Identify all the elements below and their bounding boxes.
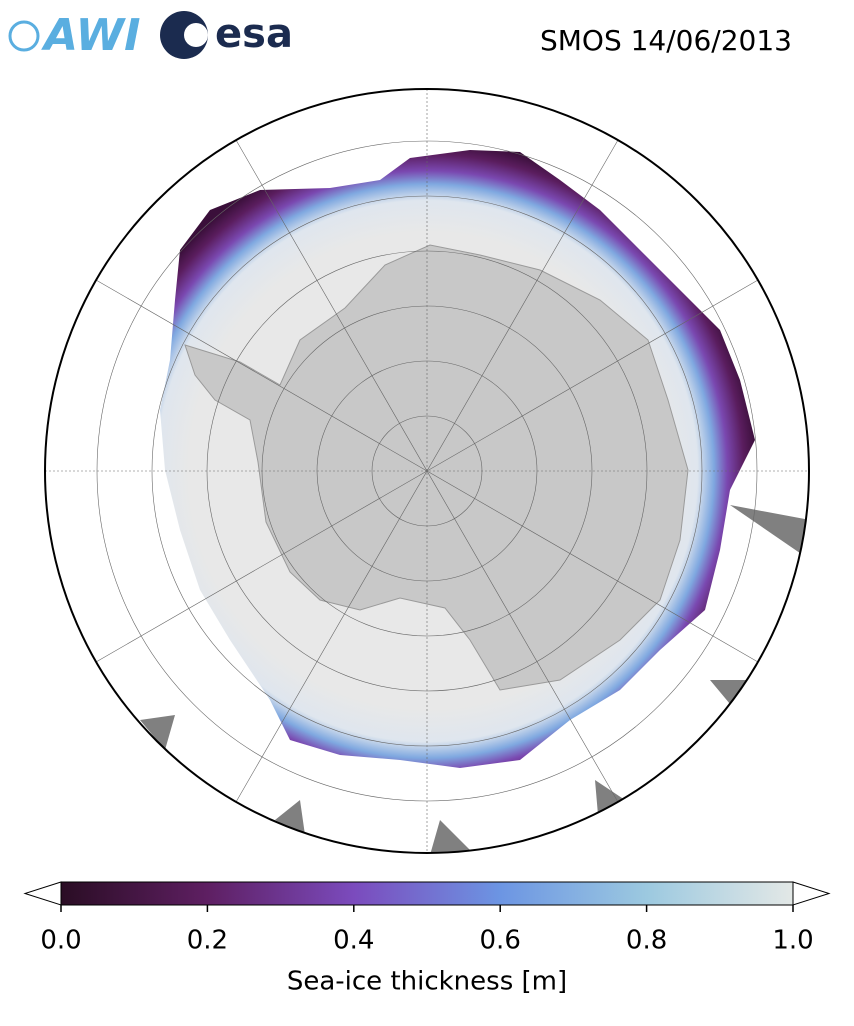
awi-logo: AWI — [8, 10, 141, 61]
esa-logo: esa — [160, 11, 293, 59]
graticule — [45, 89, 809, 853]
colorbar-tick-label: 1.0 — [772, 926, 813, 956]
map — [45, 89, 809, 853]
esa-text: esa — [215, 11, 293, 57]
title: SMOS 14/06/2013 — [540, 24, 792, 57]
extend-max — [792, 881, 831, 906]
colorbar-tick-label: 0.8 — [626, 926, 667, 956]
colorbar-tick-label: 0.0 — [40, 926, 81, 956]
extend-min — [23, 881, 62, 906]
colorbar-tick-label: 0.6 — [480, 926, 521, 956]
colorbar-ramp — [60, 881, 794, 906]
colorbar-tick-label: 0.2 — [187, 926, 228, 956]
antarctica — [184, 244, 689, 691]
colorbar-label: Sea-ice thickness [m] — [287, 967, 567, 997]
awi-text: AWI — [41, 10, 141, 61]
colorbar-tick-label: 0.4 — [333, 926, 374, 956]
colorbar: Sea-ice thickness [m] 0.0 0.2 0.4 0.6 0.8 1.0 — [23, 881, 831, 997]
map-frame — [44, 88, 810, 854]
